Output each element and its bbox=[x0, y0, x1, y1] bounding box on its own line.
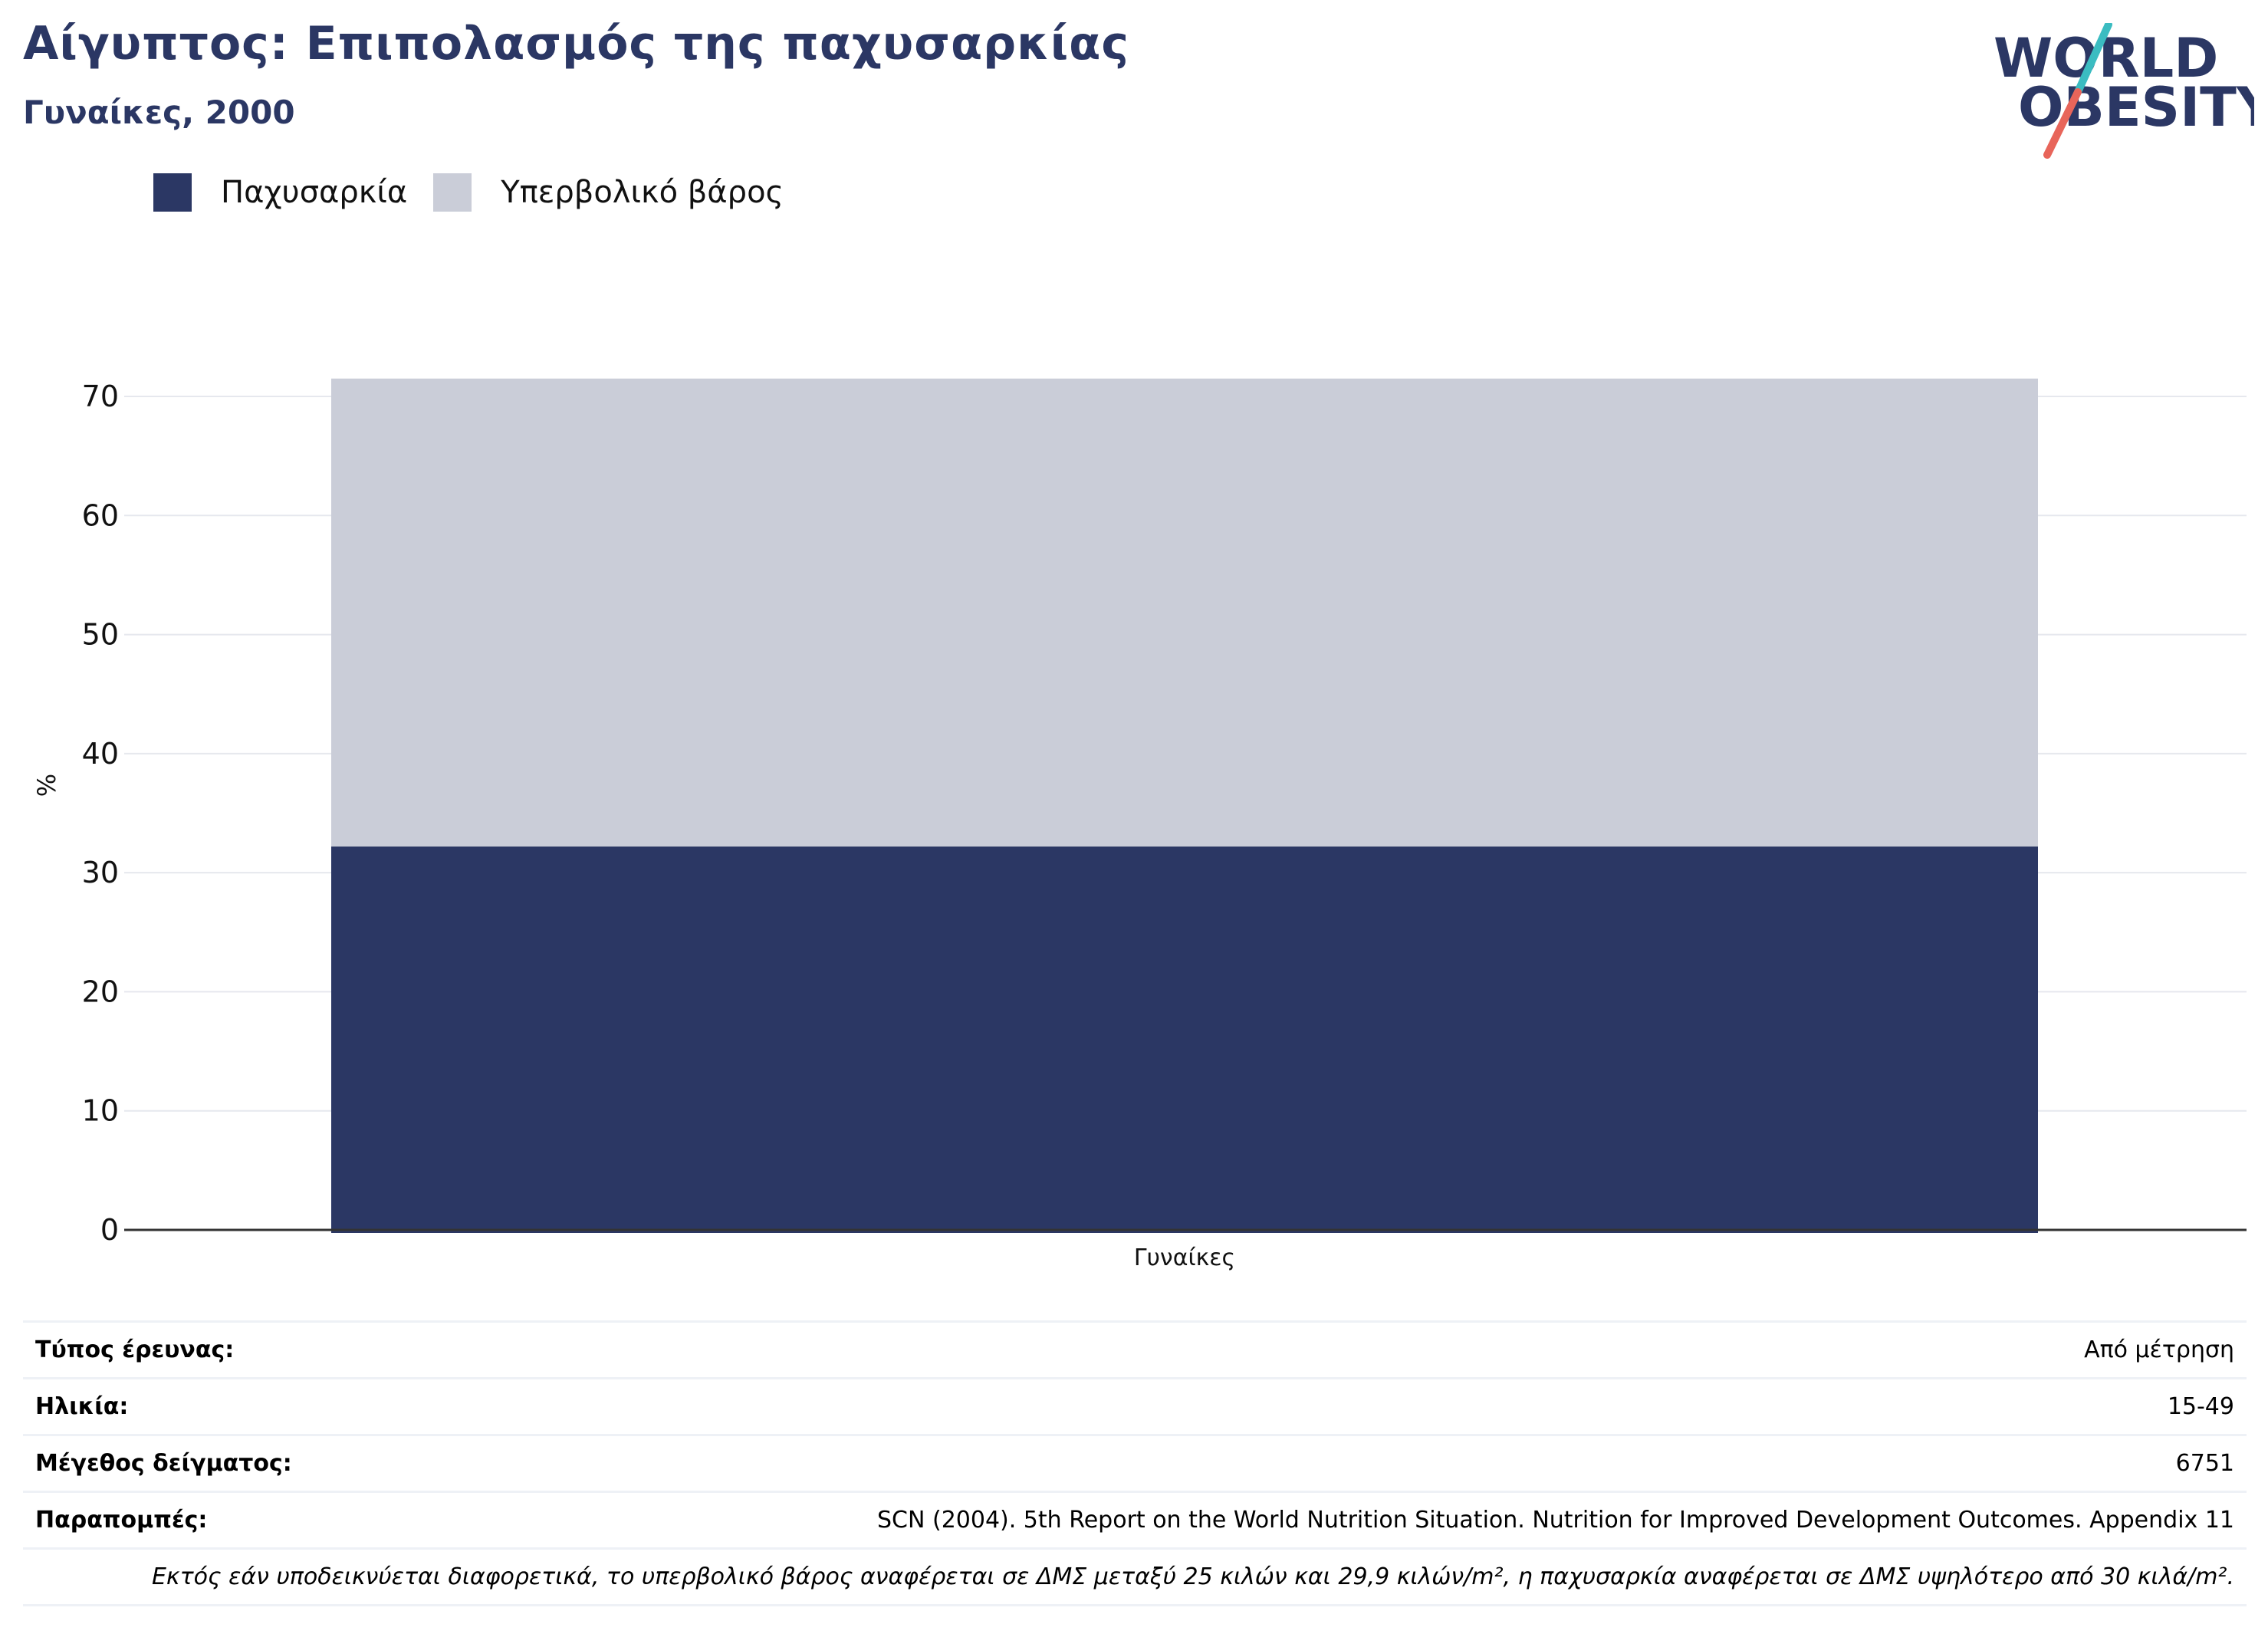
info-note: Εκτός εάν υποδεικνύεται διαφορετικά, το … bbox=[151, 1563, 2234, 1590]
info-row-references: Παραπομπές: SCN (2004). 5th Report on th… bbox=[23, 1491, 2247, 1547]
chart-title: Αίγυπτος: Επιπολασμός της παχυσαρκίας bbox=[23, 17, 1129, 71]
logo-slash-red bbox=[2043, 88, 2082, 159]
y-tick-label: 0 bbox=[100, 1213, 119, 1247]
y-tick-label: 60 bbox=[82, 498, 119, 532]
info-key-survey-type: Τύπος έρευνας: bbox=[35, 1336, 235, 1363]
legend-label-obesity: Παχυσαρκία bbox=[221, 175, 408, 210]
y-tick-label: 40 bbox=[82, 737, 119, 771]
y-axis-label: % bbox=[32, 774, 61, 797]
logo-slash-teal bbox=[2074, 23, 2112, 96]
y-tick-label: 50 bbox=[82, 618, 119, 652]
x-tick-label: Γυναίκες bbox=[1134, 1244, 1235, 1271]
y-tick-label: 20 bbox=[82, 975, 119, 1008]
stacked-bar-chart: 0 10 20 30 40 50 60 70% Γυναίκες bbox=[32, 378, 2247, 1271]
info-value-sample-size: 6751 bbox=[2175, 1450, 2234, 1477]
legend-item-obesity[interactable]: Παχυσαρκία bbox=[153, 173, 407, 212]
info-value-references: SCN (2004). 5th Report on the World Nutr… bbox=[877, 1507, 2234, 1534]
info-row-survey-type: Τύπος έρευνας: Από μέτρηση bbox=[23, 1320, 2247, 1377]
world-obesity-logo: WORLD OBESITY bbox=[1994, 23, 2254, 159]
legend: Παχυσαρκία Υπερβολικό βάρος bbox=[153, 173, 810, 212]
info-key-references: Παραπομπές: bbox=[35, 1507, 208, 1534]
info-key-age: Ηλικία: bbox=[35, 1393, 129, 1420]
info-value-survey-type: Από μέτρηση bbox=[2084, 1336, 2234, 1363]
y-tick-label: 70 bbox=[82, 380, 119, 413]
y-tick-label: 30 bbox=[82, 856, 119, 889]
legend-item-overweight[interactable]: Υπερβολικό βάρος bbox=[433, 173, 784, 212]
legend-swatch-obesity bbox=[153, 173, 192, 212]
chart-subtitle: Γυναίκες, 2000 bbox=[23, 94, 295, 131]
info-value-age: 15-49 bbox=[2167, 1393, 2234, 1420]
info-row-sample-size: Μέγεθος δείγματος: 6751 bbox=[23, 1434, 2247, 1491]
info-row-age: Ηλικία: 15-49 bbox=[23, 1377, 2247, 1434]
y-tick-label: 10 bbox=[82, 1094, 119, 1128]
info-row-note: Εκτός εάν υποδεικνύεται διαφορετικά, το … bbox=[23, 1547, 2247, 1606]
bar-obesity bbox=[331, 846, 2038, 1233]
bar-overweight bbox=[331, 378, 2038, 847]
survey-info-table: Τύπος έρευνας: Από μέτρηση Ηλικία: 15-49… bbox=[23, 1320, 2247, 1606]
legend-label-overweight: Υπερβολικό βάρος bbox=[501, 175, 784, 210]
info-key-sample-size: Μέγεθος δείγματος: bbox=[35, 1450, 292, 1477]
legend-swatch-overweight bbox=[433, 173, 472, 212]
